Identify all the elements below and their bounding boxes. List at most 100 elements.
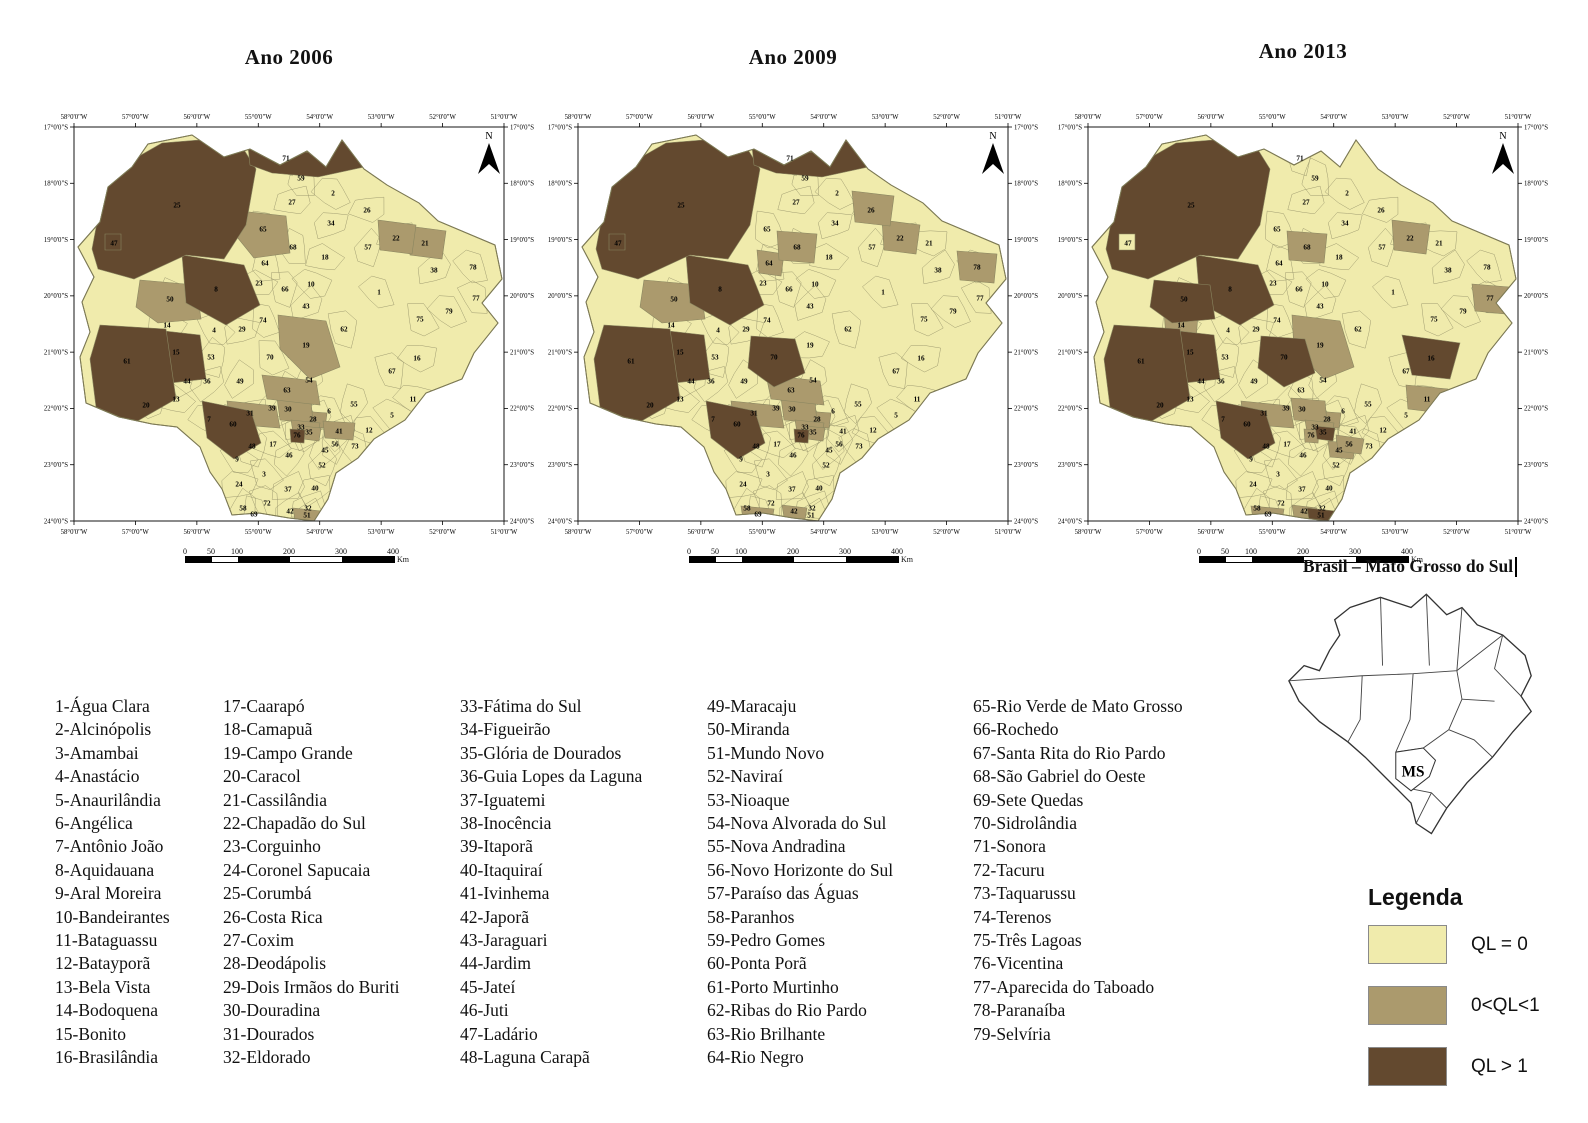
svg-text:52°0'0"W: 52°0'0"W <box>429 114 456 121</box>
svg-text:53°0'0"W: 53°0'0"W <box>872 529 899 536</box>
svg-text:42: 42 <box>286 508 294 516</box>
svg-text:16: 16 <box>917 355 925 363</box>
svg-text:75: 75 <box>1430 316 1438 324</box>
svg-text:45: 45 <box>321 447 329 455</box>
svg-text:8: 8 <box>718 286 722 294</box>
svg-text:15: 15 <box>676 349 684 357</box>
svg-text:58°0'0"W: 58°0'0"W <box>1075 529 1102 536</box>
svg-text:53°0'0"W: 53°0'0"W <box>1382 529 1409 536</box>
svg-text:32: 32 <box>1318 505 1326 513</box>
svg-text:26: 26 <box>867 207 875 215</box>
municipality-entry: 55-Nova Andradina <box>707 836 846 857</box>
municipality-entry: 74-Terenos <box>973 906 1052 927</box>
municipality-column-2: 17-Caarapó 18-Camapuã 19-Campo Grande 20-Ca… <box>223 695 399 1070</box>
svg-text:53°0'0"W: 53°0'0"W <box>368 529 395 536</box>
svg-text:39: 39 <box>268 405 276 413</box>
svg-text:47: 47 <box>614 240 622 248</box>
municipality-column-1: 1-Água Clara 2-Alcinópolis 3-Amambai 4-Anas… <box>55 695 170 1070</box>
ms-state-shape <box>1395 747 1437 792</box>
municipality-entry: 73-Taquarussu <box>973 883 1076 904</box>
svg-text:62: 62 <box>1354 326 1362 334</box>
svg-text:39: 39 <box>772 405 780 413</box>
svg-text:32: 32 <box>808 505 816 513</box>
legend-item-dark: QL > 1 <box>1368 1047 1588 1086</box>
map-title-2006: Ano 2006 <box>244 45 334 69</box>
svg-text:21°0'0"S: 21°0'0"S <box>548 349 572 356</box>
svg-text:56: 56 <box>331 441 339 449</box>
map-panel-2006: Ano 2006 58°0'0"W 58°0'0"W 57°0'0"W 57°0'0"W… <box>39 45 539 564</box>
svg-text:69: 69 <box>754 511 762 519</box>
svg-text:30: 30 <box>788 406 796 414</box>
municipality-entry: 68-São Gabriel do Oeste <box>973 766 1146 787</box>
svg-text:57°0'0"W: 57°0'0"W <box>122 529 149 536</box>
svg-text:3: 3 <box>1276 471 1280 479</box>
municipality-entry: 75-Três Lagoas <box>973 930 1082 951</box>
svg-text:41: 41 <box>839 428 847 436</box>
svg-text:52: 52 <box>318 462 326 470</box>
municipality-entry: 40-Itaquiraí <box>460 859 543 880</box>
svg-text:53°0'0"W: 53°0'0"W <box>872 114 899 121</box>
svg-text:61: 61 <box>1137 358 1145 366</box>
svg-text:17: 17 <box>1283 441 1291 449</box>
svg-text:48: 48 <box>1262 443 1270 451</box>
svg-text:57°0'0"W: 57°0'0"W <box>626 114 653 121</box>
svg-text:57: 57 <box>364 244 372 252</box>
svg-text:69: 69 <box>1264 511 1272 519</box>
municipality-entry: 24-Coronel Sapucaia <box>223 859 371 880</box>
svg-text:74: 74 <box>1273 317 1281 325</box>
svg-text:22°0'0"S: 22°0'0"S <box>510 406 534 413</box>
municipality-entry: 6-Angélica <box>55 813 133 834</box>
svg-text:30: 30 <box>1298 406 1306 414</box>
svg-text:34: 34 <box>831 220 839 228</box>
legend-label-tan: 0<QL<1 <box>1471 994 1540 1016</box>
svg-text:17°0'0"S: 17°0'0"S <box>548 124 572 131</box>
municipality-entry: 30-Douradina <box>223 1000 321 1021</box>
legend-swatch-tan <box>1368 986 1447 1025</box>
svg-text:52°0'0"W: 52°0'0"W <box>1443 114 1470 121</box>
svg-text:58: 58 <box>239 505 247 513</box>
svg-text:5: 5 <box>894 412 898 420</box>
svg-text:60: 60 <box>229 421 237 429</box>
svg-text:8: 8 <box>1228 286 1232 294</box>
svg-text:51°0'0"W: 51°0'0"W <box>995 114 1022 121</box>
legend-swatch-dark <box>1368 1047 1447 1086</box>
svg-text:55°0'0"W: 55°0'0"W <box>749 529 776 536</box>
svg-text:56°0'0"W: 56°0'0"W <box>183 529 210 536</box>
svg-text:9: 9 <box>739 456 743 464</box>
svg-text:54°0'0"W: 54°0'0"W <box>306 114 333 121</box>
svg-text:78: 78 <box>1483 264 1491 272</box>
municipality-entry: 39-Itaporã <box>460 836 533 857</box>
svg-text:63: 63 <box>787 387 795 395</box>
svg-text:56: 56 <box>835 441 843 449</box>
municipality-entry: 79-Selvíria <box>973 1023 1051 1044</box>
svg-text:55: 55 <box>854 401 862 409</box>
svg-text:43: 43 <box>302 303 310 311</box>
svg-text:49: 49 <box>1250 378 1258 386</box>
svg-text:40: 40 <box>311 485 319 493</box>
municipality-entry: 13-Bela Vista <box>55 976 151 997</box>
municipality-entry: 18-Camapuã <box>223 719 313 740</box>
svg-text:31: 31 <box>1260 410 1268 418</box>
svg-text:51°0'0"W: 51°0'0"W <box>491 114 518 121</box>
svg-text:72: 72 <box>263 500 271 508</box>
svg-text:44: 44 <box>1197 378 1205 386</box>
municipality-entry: 65-Rio Verde de Mato Grosso <box>973 696 1183 716</box>
svg-text:33: 33 <box>1311 424 1319 432</box>
svg-text:64: 64 <box>765 260 773 268</box>
svg-text:64: 64 <box>1275 260 1283 268</box>
svg-text:7: 7 <box>207 416 211 424</box>
svg-text:33: 33 <box>297 424 305 432</box>
municipality-entry: 38-Inocência <box>460 813 552 834</box>
svg-text:25: 25 <box>1187 202 1195 210</box>
svg-text:22: 22 <box>392 235 400 243</box>
svg-text:31: 31 <box>750 410 758 418</box>
municipality-entry: 76-Vicentina <box>973 953 1064 974</box>
svg-text:21°0'0"S: 21°0'0"S <box>510 349 534 356</box>
svg-text:18°0'0"S: 18°0'0"S <box>1058 181 1082 188</box>
svg-text:51°0'0"W: 51°0'0"W <box>1505 529 1532 536</box>
svg-text:53: 53 <box>711 354 719 362</box>
svg-text:54°0'0"W: 54°0'0"W <box>1320 529 1347 536</box>
svg-text:54: 54 <box>305 377 313 385</box>
svg-text:78: 78 <box>973 264 981 272</box>
municipality-entry: 52-Naviraí <box>707 766 783 787</box>
